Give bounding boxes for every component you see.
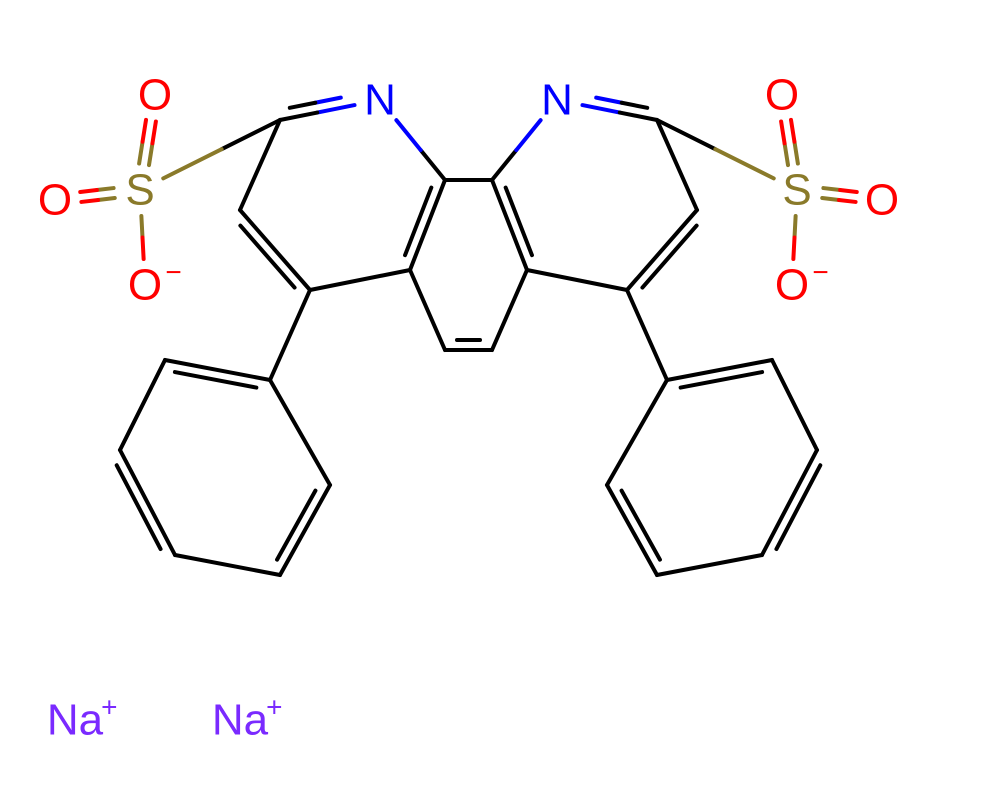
atom-O2c: O− bbox=[775, 256, 829, 309]
svg-text:S: S bbox=[125, 166, 154, 215]
svg-text:Na: Na bbox=[47, 696, 104, 745]
svg-text:Na: Na bbox=[212, 696, 269, 745]
svg-text:S: S bbox=[782, 166, 811, 215]
atom-S1: S bbox=[125, 166, 154, 215]
svg-text:+: + bbox=[101, 691, 117, 722]
svg-text:N: N bbox=[541, 76, 573, 125]
atom-N2: N bbox=[541, 76, 573, 125]
svg-text:O: O bbox=[128, 261, 162, 310]
svg-text:O: O bbox=[865, 176, 899, 225]
svg-text:O: O bbox=[38, 176, 72, 225]
atom-O2b: O bbox=[865, 176, 899, 225]
svg-text:−: − bbox=[165, 256, 181, 287]
ion-na-1: Na+ bbox=[212, 691, 283, 744]
svg-text:O: O bbox=[138, 71, 172, 120]
svg-text:N: N bbox=[364, 76, 396, 125]
atom-O1a: O bbox=[138, 71, 172, 120]
svg-text:−: − bbox=[812, 256, 828, 287]
atom-S2: S bbox=[782, 166, 811, 215]
atom-O1b: O bbox=[38, 176, 72, 225]
atom-N1: N bbox=[364, 76, 396, 125]
molecule-diagram: NNSOOO−SOOO−Na+Na+ bbox=[0, 0, 981, 793]
atom-O2a: O bbox=[765, 71, 799, 120]
svg-text:O: O bbox=[775, 261, 809, 310]
atom-O1c: O− bbox=[128, 256, 182, 309]
svg-text:+: + bbox=[266, 691, 282, 722]
svg-text:O: O bbox=[765, 71, 799, 120]
ion-na-0: Na+ bbox=[47, 691, 118, 744]
